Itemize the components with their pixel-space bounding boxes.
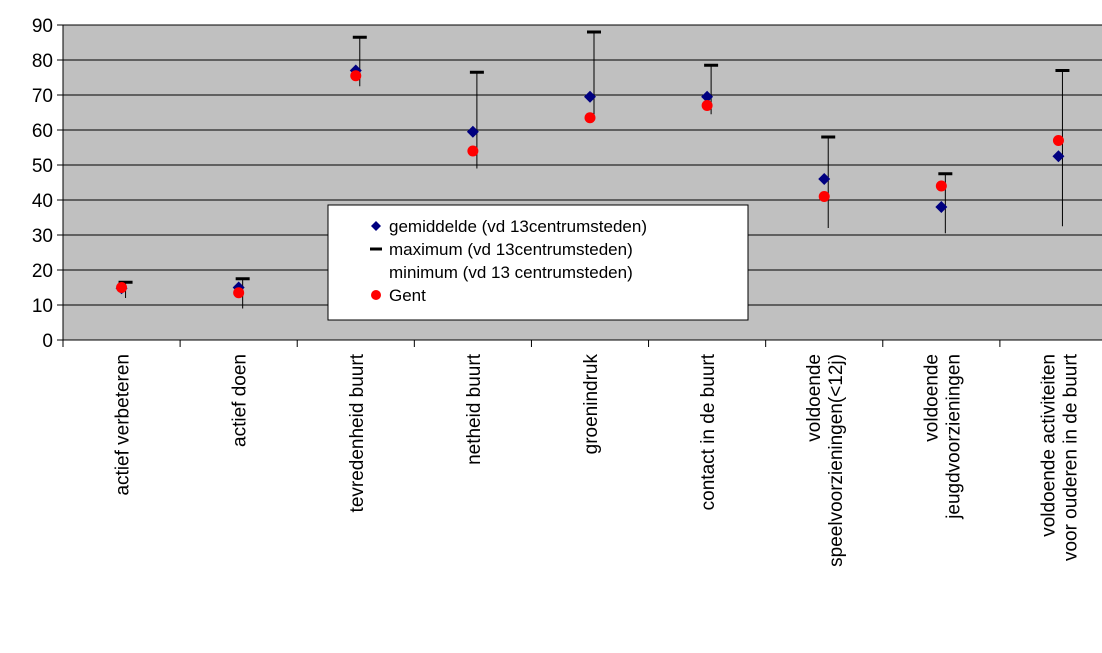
legend-label: gemiddelde (vd 13centrumsteden) <box>389 217 647 236</box>
legend: gemiddelde (vd 13centrumsteden) maximum (… <box>327 204 749 321</box>
category-label: voor ouderen in de buurt <box>1060 353 1081 561</box>
category-label: groenindruk <box>581 354 602 455</box>
y-tick-label: 80 <box>32 51 53 72</box>
category-label: tevredenheid buurt <box>347 353 368 512</box>
y-tick-label: 0 <box>42 331 53 352</box>
mean-marker <box>584 90 596 103</box>
category-label: actief verbeteren <box>113 354 134 496</box>
y-tick-label: 90 <box>32 16 53 37</box>
data-marks <box>115 30 1070 309</box>
category-label: jeugdvoorzieningen <box>943 354 964 520</box>
y-tick-label: 60 <box>32 121 53 142</box>
category-label: voldoende activiteiten <box>1038 354 1059 537</box>
y-tick-labels: 0 10 20 30 40 50 60 70 80 90 <box>32 16 53 352</box>
legend-label: minimum (vd 13 centrumsteden) <box>389 263 633 282</box>
category-label: speelvoorzieningen(<12j) <box>826 354 847 567</box>
gent-marker <box>350 70 362 82</box>
category-label: voldoende <box>921 354 942 442</box>
legend-label: maximum (vd 13centrumsteden) <box>389 240 633 259</box>
gent-marker <box>584 112 596 124</box>
y-tick-label: 20 <box>32 261 53 282</box>
y-tick-label: 10 <box>32 296 53 317</box>
y-tick-label: 50 <box>32 156 53 177</box>
category-labels: actief verbeteren actief doen tevredenheid… <box>113 353 1082 567</box>
mean-marker <box>1052 150 1065 163</box>
gent-marker <box>701 100 713 111</box>
y-tick-label: 30 <box>32 226 53 247</box>
legend-box <box>327 204 749 321</box>
gent-marker <box>116 282 128 293</box>
mean-marker <box>935 201 948 213</box>
legend-diamond-icon <box>371 221 381 231</box>
axes <box>57 24 1102 347</box>
mean-marker <box>701 90 714 103</box>
gent-marker <box>935 180 947 192</box>
gent-marker <box>467 145 479 157</box>
category-label: netheid buurt <box>464 353 485 465</box>
legend-label: Gent <box>389 286 426 305</box>
y-tick-label: 70 <box>32 86 53 107</box>
gent-marker <box>818 191 830 202</box>
gent-marker <box>1052 135 1064 146</box>
gent-marker <box>233 287 245 299</box>
mean-marker <box>466 125 479 138</box>
mean-marker <box>818 173 831 185</box>
category-label: actief doen <box>230 354 251 447</box>
category-label: voldoende <box>804 354 825 442</box>
category-label: contact in de buurt <box>698 353 719 510</box>
legend-circle-icon <box>371 290 381 300</box>
y-tick-label: 40 <box>32 191 53 212</box>
